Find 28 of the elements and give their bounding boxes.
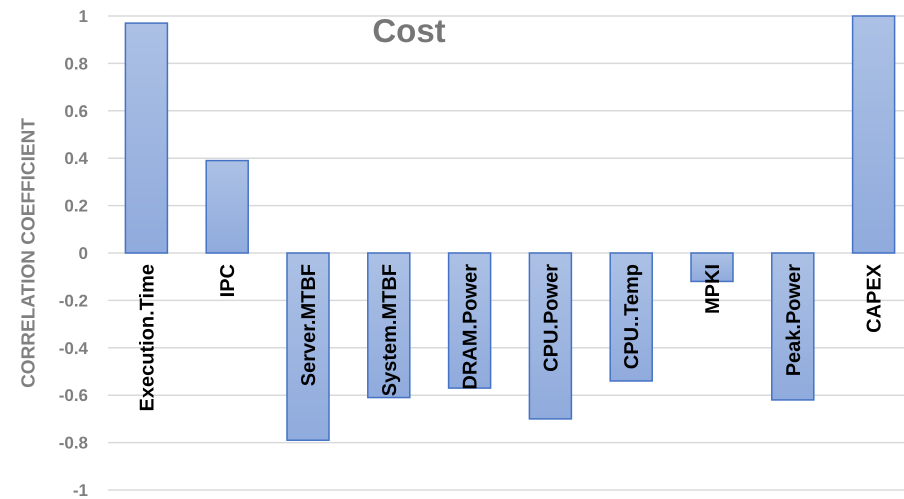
x-tick-label: Peak.Power: [782, 264, 805, 376]
x-tick-label: CPU.Power: [540, 264, 562, 372]
y-tick-label: -0.8: [58, 434, 88, 453]
y-tick-label: 0.4: [64, 149, 89, 168]
x-tick-label: CAPEX: [864, 263, 886, 333]
bar: [852, 15, 896, 254]
x-tick-label: System.MTBF: [378, 264, 401, 396]
x-tick-label: DRAM.Power: [460, 264, 482, 390]
y-tick-label: -0.2: [58, 291, 88, 310]
y-tick-label: 0.2: [64, 196, 88, 216]
y-tick-label: 1: [78, 6, 88, 26]
x-tick-label: IPC: [217, 264, 240, 298]
y-tick-label: 0.6: [64, 102, 88, 121]
y-tick-label: -1: [72, 480, 88, 499]
y-tick-label: -0.6: [58, 386, 88, 406]
bar: [286, 252, 330, 441]
x-tick-label: CPU..Temp: [621, 264, 644, 370]
y-axis-title: CORRELATION COEFFICIENT: [18, 118, 40, 388]
bar: [124, 22, 168, 254]
y-tick-label: -0.4: [58, 338, 89, 358]
x-tick-label: MPKI: [702, 264, 724, 314]
bar: [528, 252, 572, 420]
chart-title: Cost: [372, 12, 446, 49]
x-tick-label: Server.MTBF: [298, 264, 320, 386]
y-tick-label: 0.8: [64, 54, 88, 74]
bar: [205, 160, 249, 254]
x-tick-label: Execution.Time: [136, 264, 158, 412]
y-tick-label: 0: [78, 244, 88, 263]
